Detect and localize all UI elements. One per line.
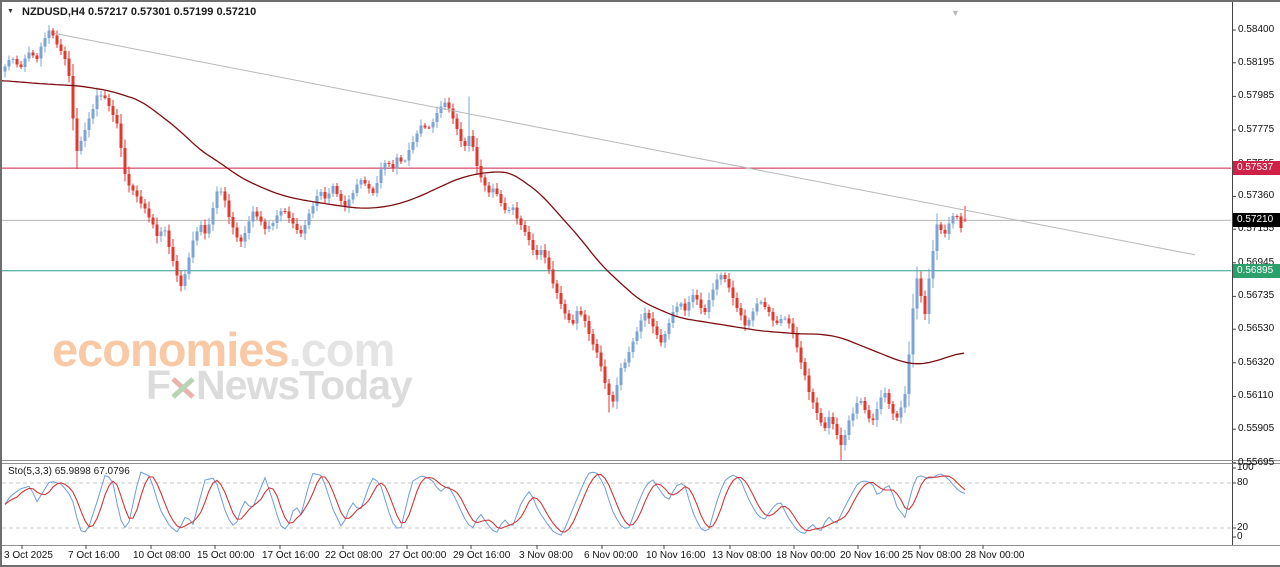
time-axis-label: 13 Nov 08:00 xyxy=(712,550,772,561)
ohlc-values: 0.57217 0.57301 0.57199 0.57210 xyxy=(88,6,257,18)
price-axis-label: 0.56110 xyxy=(1238,390,1274,401)
stochastic-name: Sto(5,3,3) xyxy=(8,466,52,477)
price-axis-label: 0.58195 xyxy=(1238,57,1275,68)
trendline[interactable] xyxy=(54,33,1196,256)
watermark-fx-prefix: F xyxy=(146,362,171,408)
watermark-suffix: .com xyxy=(288,323,396,376)
time-axis-label: 10 Oct 08:00 xyxy=(133,550,191,561)
time-axis-label: 25 Nov 08:00 xyxy=(902,550,962,561)
time-axis-label: 28 Nov 00:00 xyxy=(965,550,1025,561)
price-axis-label: 0.57155 xyxy=(1238,223,1275,234)
price-axis-label: 0.56530 xyxy=(1238,323,1275,334)
stoch-axis-label: 0 xyxy=(1237,531,1243,542)
stochastic-label: Sto(5,3,3) 65.9898 67.0796 xyxy=(8,466,130,477)
watermark-fxnewstoday: F NewsToday xyxy=(146,362,413,409)
stochastic-panel xyxy=(2,471,1231,536)
time-axis-label: 17 Oct 16:00 xyxy=(262,550,320,561)
price-axis-label: 0.56945 xyxy=(1238,257,1275,268)
chart-shift-marker-icon[interactable]: ▼ xyxy=(951,8,960,18)
symbol-period-label: NZDUSD,H4 xyxy=(22,6,85,18)
stoch-axis-label: 80 xyxy=(1237,477,1249,488)
time-axis-label: 3 Nov 08:00 xyxy=(519,550,573,561)
current-price-badge: 0.57210 xyxy=(1233,213,1280,227)
chart-title: ▼ NZDUSD,H4 0.57217 0.57301 0.57199 0.57… xyxy=(7,6,256,18)
time-axis-label: 3 Oct 2025 xyxy=(4,550,53,561)
stoch-d-line xyxy=(4,474,966,533)
price-axis-label: 0.55905 xyxy=(1238,423,1275,434)
symbol-dropdown-icon[interactable]: ▼ xyxy=(7,8,14,15)
price-axis-label: 0.56320 xyxy=(1238,357,1275,368)
time-axis-label: 27 Oct 00:00 xyxy=(389,550,447,561)
stochastic-values: 65.9898 67.0796 xyxy=(54,466,130,477)
price-axis-label: 0.57360 xyxy=(1238,190,1275,201)
watermark-fx-rest: NewsToday xyxy=(196,362,413,408)
time-axis-label: 7 Oct 16:00 xyxy=(68,550,120,561)
horizontal-level-lines[interactable] xyxy=(2,167,1231,272)
time-axis-label: 29 Oct 16:00 xyxy=(453,550,511,561)
stoch-axis-label: 20 xyxy=(1237,522,1249,533)
time-axis-label: 20 Nov 16:00 xyxy=(840,550,900,561)
axis-ticks xyxy=(21,29,1236,549)
candles-group xyxy=(3,25,967,460)
price-axis-label: 0.57985 xyxy=(1238,90,1275,101)
price-axis-label: 0.57775 xyxy=(1238,124,1275,135)
price-axis-label: 0.58400 xyxy=(1238,24,1275,35)
price-axis-label: 0.55695 xyxy=(1238,457,1275,468)
stoch-axis-label: 100 xyxy=(1237,462,1254,473)
time-axis-label: 22 Oct 08:00 xyxy=(325,550,383,561)
time-axis-label: 15 Oct 00:00 xyxy=(197,550,255,561)
time-axis-label: 6 Nov 00:00 xyxy=(584,550,638,561)
time-axis-label: 10 Nov 16:00 xyxy=(646,550,706,561)
watermark-brand: economies xyxy=(52,323,290,376)
resistance-price-badge: 0.57537 xyxy=(1233,161,1280,175)
time-axis-label: 18 Nov 00:00 xyxy=(776,550,836,561)
moving-average-line[interactable] xyxy=(0,80,965,365)
fx-cross-icon xyxy=(171,377,195,399)
price-axis-label: 0.56735 xyxy=(1238,290,1275,301)
watermark-economies-com: economies.com xyxy=(52,322,396,377)
support-price-badge: 0.56895 xyxy=(1233,264,1280,278)
